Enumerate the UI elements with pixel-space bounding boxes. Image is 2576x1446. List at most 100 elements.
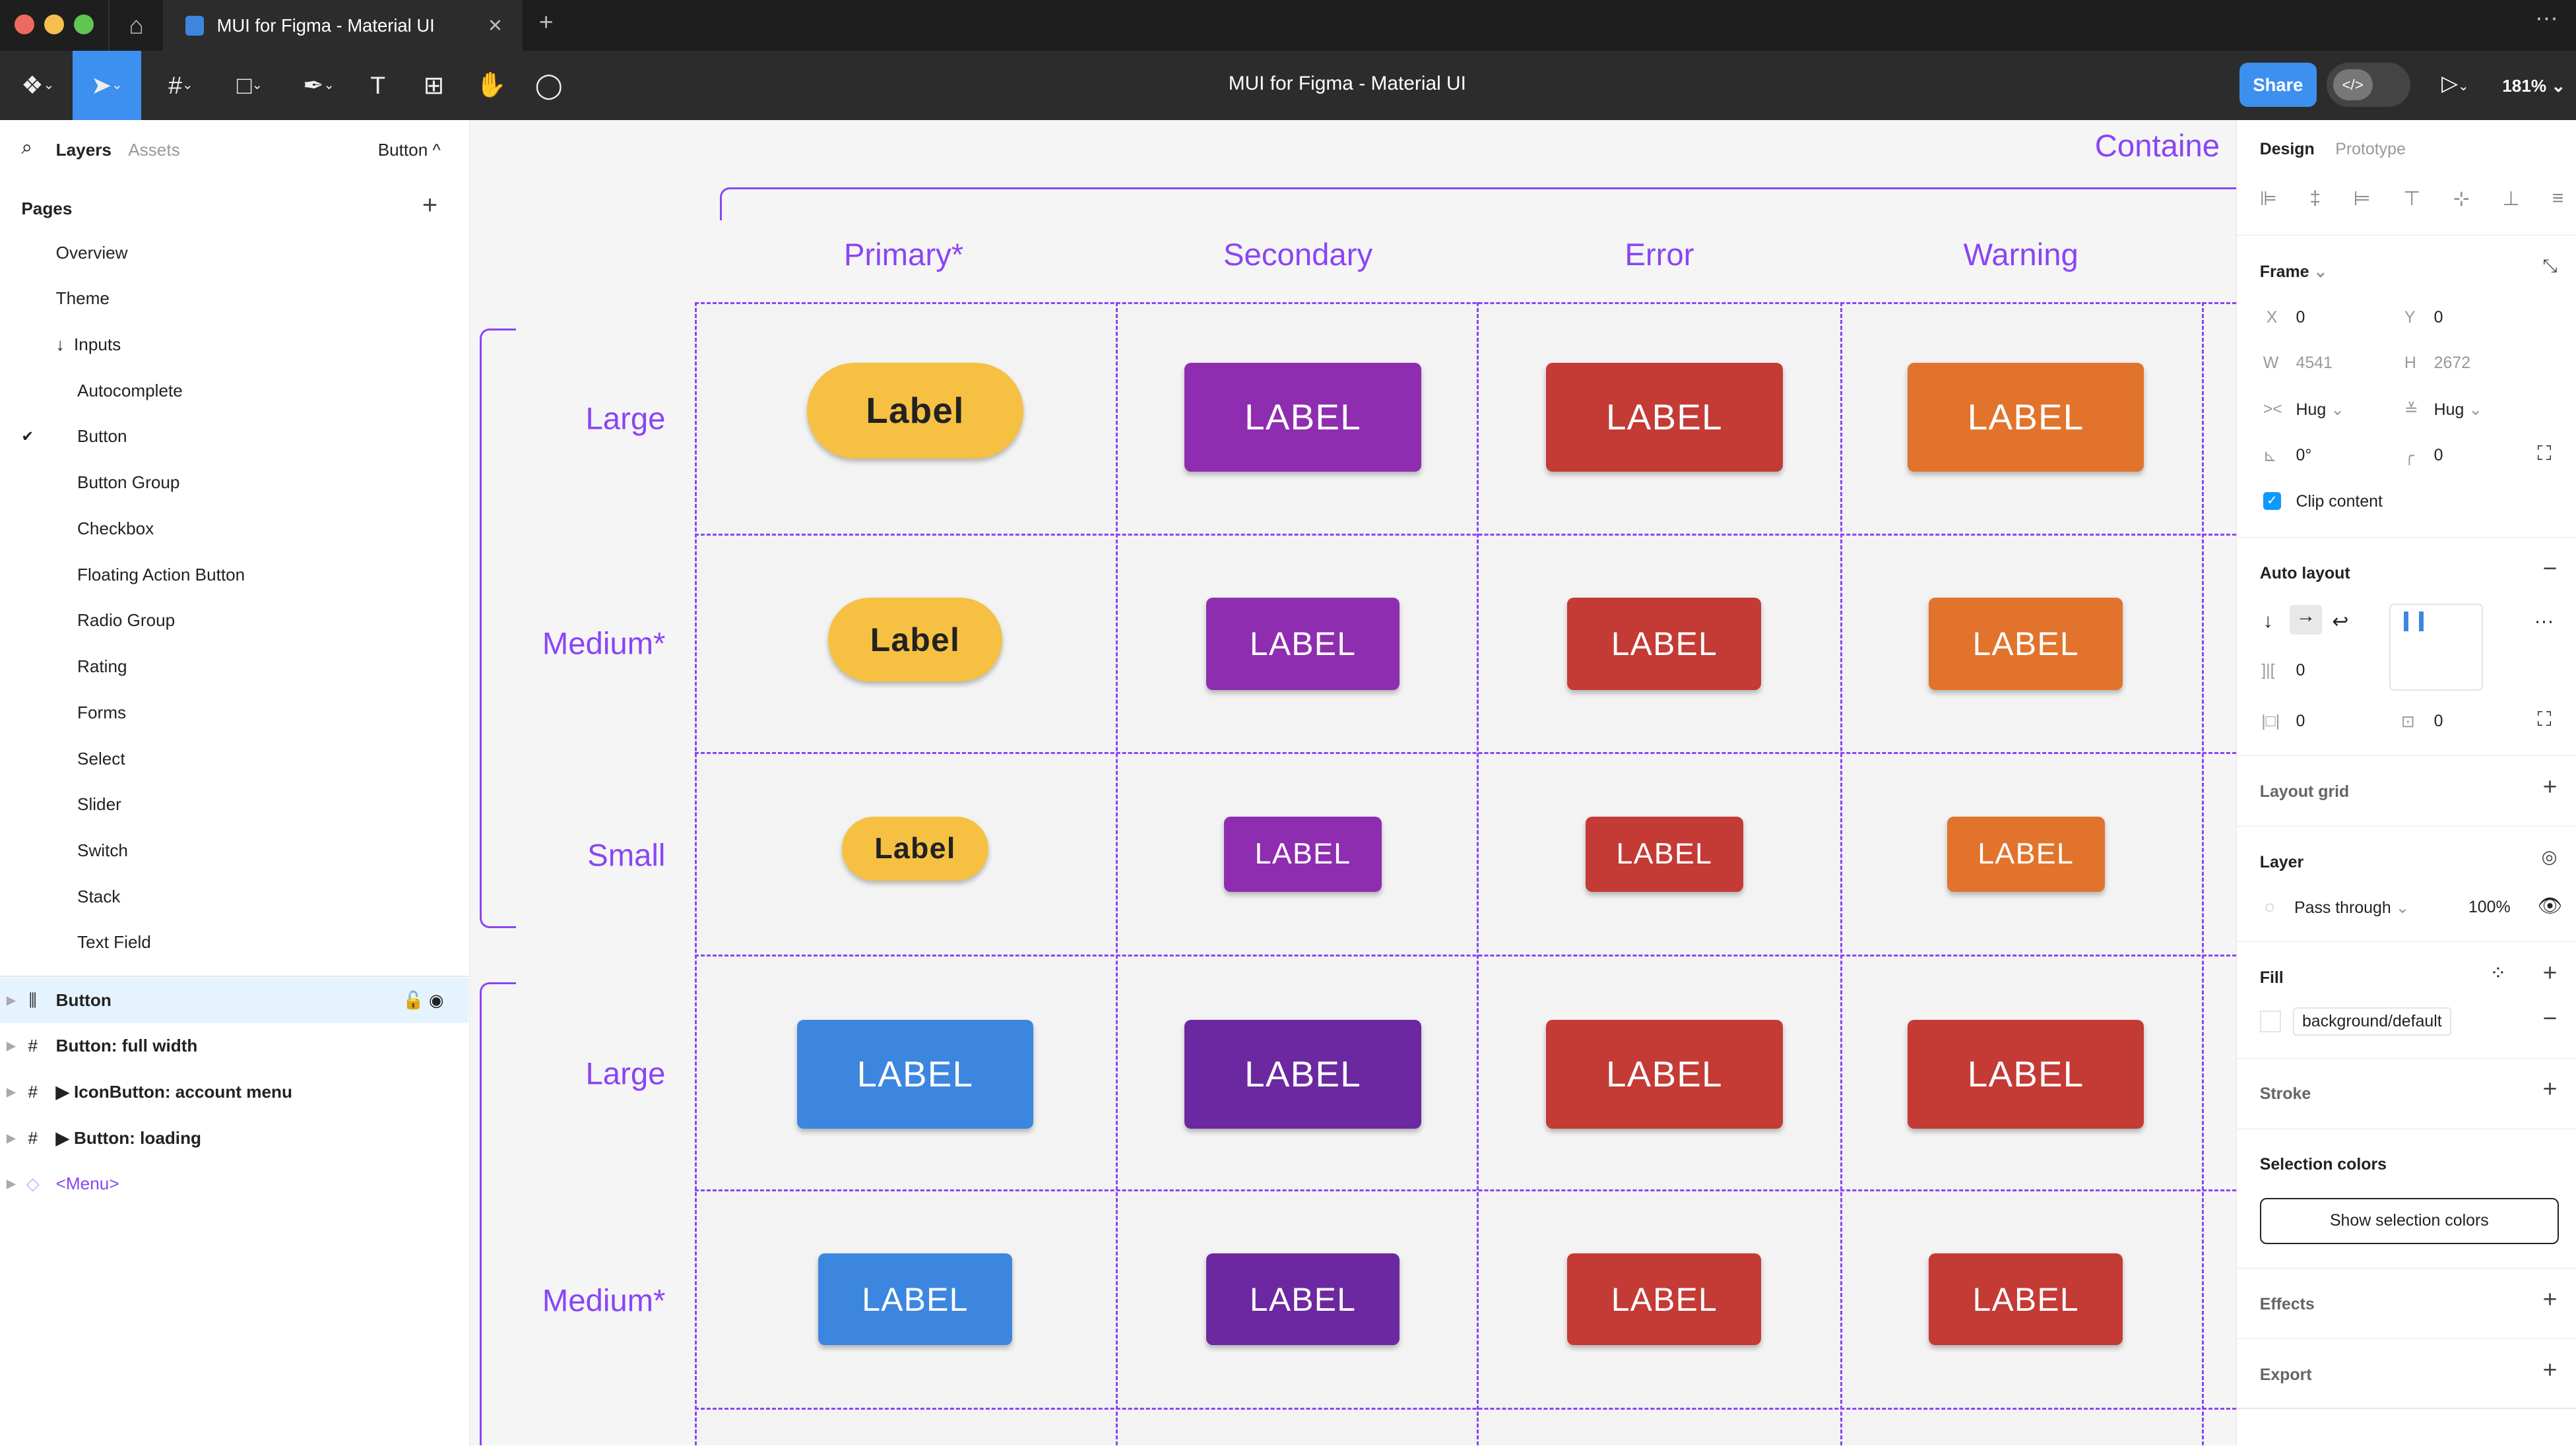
frame-heading[interactable]: Frame ⌄ <box>2259 262 2328 281</box>
mui-button[interactable]: Label <box>827 598 1002 682</box>
add-stroke-button[interactable]: + <box>2542 1075 2558 1103</box>
page-item[interactable]: Slider <box>0 782 468 828</box>
page-item[interactable]: Switch <box>0 828 468 874</box>
page-item[interactable]: Radio Group <box>0 598 468 644</box>
close-window-button[interactable] <box>15 15 35 35</box>
mui-button[interactable]: LABEL <box>1907 1020 2144 1129</box>
height-field[interactable]: 2672 <box>2433 354 2471 373</box>
add-fill-button[interactable]: + <box>2542 958 2558 986</box>
horizontal-direction-icon[interactable]: → <box>2289 605 2323 635</box>
width-field[interactable]: 4541 <box>2296 354 2333 373</box>
frame-title[interactable]: Containe <box>2094 129 2220 164</box>
page-item[interactable]: Rating <box>0 644 468 690</box>
minimize-window-button[interactable] <box>44 15 65 35</box>
blend-mode-dropdown[interactable]: Pass through ⌄ <box>2294 898 2410 917</box>
canvas[interactable]: Containe Primary* Secondary Error Warning Lar… <box>470 119 2236 1446</box>
independent-corners-icon[interactable]: ⛶ <box>2537 442 2552 464</box>
mui-button[interactable]: LABEL <box>1546 1020 1783 1129</box>
tab-document[interactable]: MUI for Figma - Material UI ✕ <box>162 0 523 51</box>
horizontal-resizing-dropdown[interactable]: Hug ⌄ <box>2296 400 2344 420</box>
expand-caret-icon[interactable]: ▶ <box>6 1084 16 1098</box>
show-selection-colors-button[interactable]: Show selection colors <box>2259 1198 2559 1244</box>
dev-mode-toggle[interactable]: </> <box>2326 62 2410 107</box>
distribute-icon[interactable]: ≡ <box>2552 187 2564 209</box>
add-layout-grid-button[interactable]: + <box>2542 772 2558 801</box>
layer-item[interactable]: ▶ # ▶ Button: loading <box>0 1116 468 1162</box>
mui-button[interactable]: LABEL <box>1184 1020 1421 1129</box>
maximize-window-button[interactable] <box>74 15 94 35</box>
fill-swatch[interactable] <box>2259 1011 2282 1032</box>
layer-item[interactable]: ▶ ◇ <Menu> <box>0 1161 468 1207</box>
mui-button[interactable]: LABEL <box>1206 598 1400 690</box>
comment-tool-icon[interactable]: ◯ <box>534 71 563 100</box>
mui-button[interactable]: Label <box>806 363 1024 458</box>
mui-button[interactable]: LABEL <box>796 1020 1034 1129</box>
lock-icon[interactable]: 🔓 <box>402 990 424 1010</box>
more-icon[interactable]: ··· <box>2535 5 2558 31</box>
layer-style-icon[interactable]: ◎ <box>2541 846 2558 867</box>
expand-arrow-icon[interactable]: ↓ <box>55 334 65 355</box>
present-button[interactable]: ▷⌄ <box>2441 71 2469 96</box>
clip-content-checkbox[interactable]: ✓ <box>2263 491 2282 510</box>
pen-tool-icon[interactable]: ✒ ⌄ <box>303 71 335 100</box>
page-item[interactable]: ✔ Button <box>0 414 468 460</box>
remove-fill-button[interactable]: − <box>2542 1004 2558 1032</box>
mui-button[interactable]: LABEL <box>1224 816 1382 893</box>
expand-caret-icon[interactable]: ▶ <box>6 1039 16 1053</box>
layer-item[interactable]: ▶ # ▶ IconButton: account menu <box>0 1069 468 1116</box>
style-grid-icon[interactable]: ⁘ <box>2490 962 2507 984</box>
page-item[interactable]: Forms <box>0 690 468 736</box>
page-item[interactable]: Checkbox <box>0 506 468 552</box>
page-item[interactable]: Text Field <box>0 920 468 966</box>
corner-radius-field[interactable]: 0 <box>2433 445 2443 464</box>
align-center-h-icon[interactable]: ‡ <box>2309 187 2321 209</box>
align-middle-icon[interactable]: ⊹ <box>2453 187 2470 210</box>
align-left-icon[interactable]: ⊫ <box>2259 187 2277 210</box>
x-field[interactable]: 0 <box>2296 307 2305 327</box>
page-item[interactable]: Overview <box>0 230 468 276</box>
frame-tool-icon[interactable]: # ⌄ <box>168 71 193 99</box>
vertical-padding-field[interactable]: 0 <box>2433 712 2443 731</box>
page-item[interactable]: Stack <box>0 874 468 920</box>
remove-auto-layout-icon[interactable]: − <box>2542 554 2558 582</box>
home-icon[interactable]: ⌂ <box>108 0 162 51</box>
page-item[interactable]: ↓ Inputs <box>0 322 468 368</box>
y-field[interactable]: 0 <box>2433 307 2443 327</box>
share-button[interactable]: Share <box>2239 62 2317 107</box>
resources-icon[interactable]: ⊞ <box>423 71 444 100</box>
hand-tool-icon[interactable]: ✋ <box>476 71 507 99</box>
rotation-field[interactable]: 0° <box>2296 445 2312 464</box>
mui-button[interactable]: LABEL <box>1929 598 2123 690</box>
mui-button[interactable]: LABEL <box>1567 1253 1762 1346</box>
tab-prototype[interactable]: Prototype <box>2335 139 2406 158</box>
align-right-icon[interactable]: ⊨ <box>2353 187 2371 210</box>
opacity-field[interactable]: 100% <box>2468 897 2511 916</box>
gap-field[interactable]: 0 <box>2296 660 2305 679</box>
expand-caret-icon[interactable]: ▶ <box>6 993 16 1007</box>
layer-item[interactable]: ▶ # Button: full width <box>0 1023 468 1069</box>
document-title[interactable]: MUI for Figma - Material UI <box>1228 72 1466 94</box>
add-page-button[interactable]: + <box>422 190 438 220</box>
mui-button[interactable]: LABEL <box>1929 1253 2123 1346</box>
vertical-direction-icon[interactable]: ↓ <box>2263 610 2273 632</box>
align-top-icon[interactable]: ⊤ <box>2403 187 2421 210</box>
mui-button[interactable]: LABEL <box>1206 1253 1400 1346</box>
zoom-dropdown[interactable]: 181% ⌄ <box>2502 75 2566 96</box>
tab-design[interactable]: Design <box>2259 139 2315 158</box>
page-item[interactable]: Button Group <box>0 460 468 506</box>
mui-button[interactable]: Label <box>842 816 988 881</box>
close-tab-icon[interactable]: ✕ <box>487 15 503 36</box>
mui-button[interactable]: LABEL <box>1947 816 2105 893</box>
visibility-eye-icon[interactable]: 👁 <box>2537 895 2563 917</box>
rectangle-tool-icon[interactable]: □ ⌄ <box>236 71 263 99</box>
main-menu-icon[interactable]: ❖ ⌄ <box>21 71 55 100</box>
alignment-grid[interactable] <box>2389 603 2484 691</box>
layer-item[interactable]: ▶ ⫼ Button 🔓 ◉ <box>0 977 468 1024</box>
page-item[interactable]: Select <box>0 736 468 782</box>
add-export-button[interactable]: + <box>2542 1356 2558 1384</box>
text-tool-icon[interactable]: T <box>370 71 386 99</box>
page-item[interactable]: Theme <box>0 276 468 322</box>
expand-caret-icon[interactable]: ▶ <box>6 1131 16 1145</box>
auto-layout-more-icon[interactable]: ··· <box>2534 610 2554 632</box>
fill-style-name[interactable]: background/default <box>2292 1007 2452 1036</box>
